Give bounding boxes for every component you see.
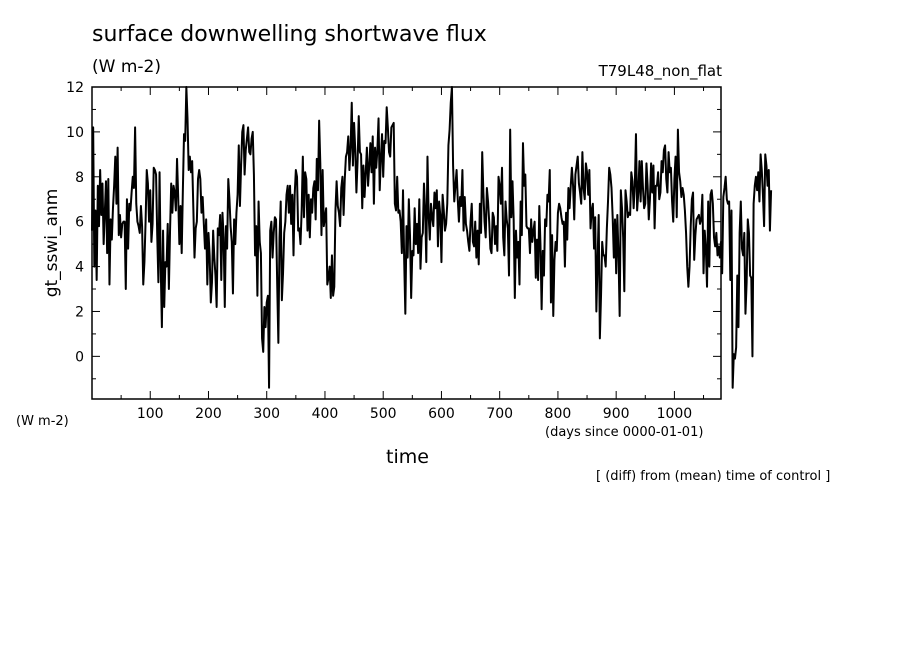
x-tick-label: 500 bbox=[370, 406, 397, 422]
y-tick-label: 2 bbox=[75, 304, 84, 320]
y-tick-label: 10 bbox=[66, 125, 84, 141]
series-line bbox=[91, 86, 773, 389]
x-tick-label: 200 bbox=[195, 406, 222, 422]
x-axis-label: time bbox=[386, 446, 429, 468]
x-tick-label: 300 bbox=[253, 406, 280, 422]
x-tick-label: 600 bbox=[428, 406, 455, 422]
chart-subtitle-units: (W m-2) bbox=[92, 57, 161, 77]
y-tick-label: 8 bbox=[75, 170, 84, 186]
x-tick-label: 100 bbox=[137, 406, 164, 422]
y-axis-units: (W m-2) bbox=[16, 414, 69, 429]
run-label: T79L48_non_flat bbox=[598, 62, 722, 80]
y-tick-label: 12 bbox=[66, 80, 84, 96]
x-tick-label: 1000 bbox=[657, 406, 693, 422]
y-tick-label: 6 bbox=[75, 215, 84, 231]
chart-title: surface downwelling shortwave flux bbox=[92, 22, 487, 47]
plot-frame bbox=[91, 86, 722, 400]
y-tick-label: 4 bbox=[75, 260, 84, 276]
comparison-note: [ (diff) from (mean) time of control ] bbox=[596, 469, 831, 484]
x-axis-units: (days since 0000-01-01) bbox=[545, 425, 704, 440]
tick-labels: 100 200 300 400 500 600 700 800 900 1000 0 2 4 6 8 10 12 bbox=[66, 80, 692, 422]
y-tick-label: 0 bbox=[75, 349, 84, 365]
x-tick-label: 400 bbox=[312, 406, 339, 422]
x-tick-label: 800 bbox=[545, 406, 572, 422]
x-tick-label: 900 bbox=[603, 406, 630, 422]
x-tick-label: 700 bbox=[486, 406, 513, 422]
